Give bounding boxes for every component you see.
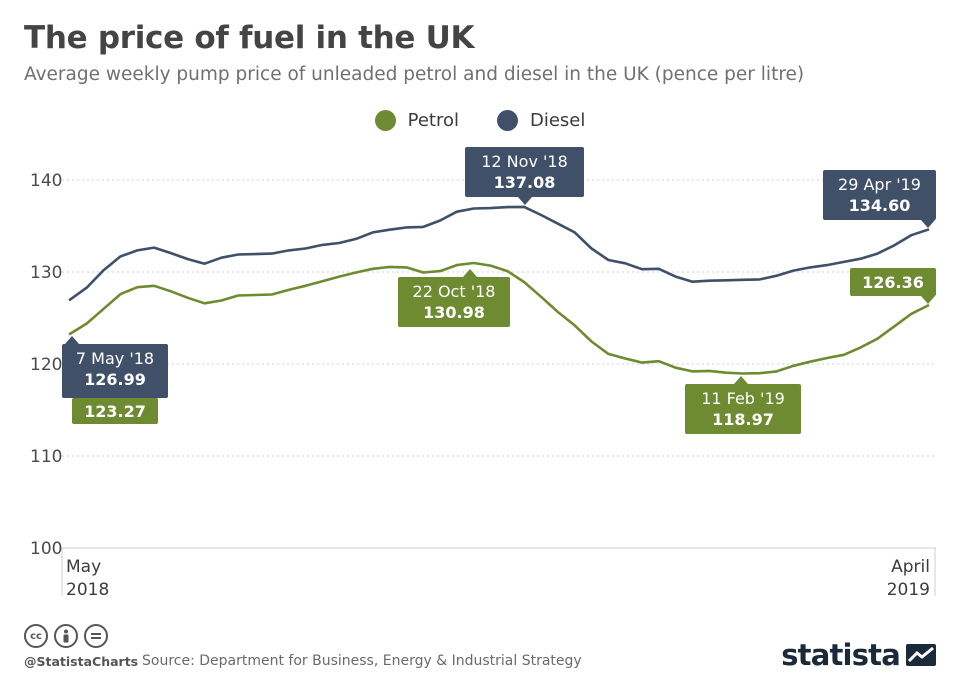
chart-subtitle: Average weekly pump price of unleaded pe… <box>24 64 805 85</box>
no-derivatives-icon <box>84 624 108 648</box>
callout-box <box>823 170 936 220</box>
callout-pointer <box>734 376 748 384</box>
callout-date: 12 Nov '18 <box>481 152 568 171</box>
callout-pointer <box>65 336 79 344</box>
y-tick-label: 100 <box>30 539 62 559</box>
callout-pointer <box>518 197 532 205</box>
chart-title: The price of fuel in the UK <box>24 20 475 56</box>
callout-date: 11 Feb '19 <box>701 389 785 408</box>
y-tick-label: 120 <box>30 355 62 375</box>
callout-box <box>398 277 510 327</box>
x-tick-label-start-year: 2018 <box>66 580 109 600</box>
callout-box <box>72 398 158 424</box>
legend-dot-diesel <box>496 110 518 131</box>
callout-value: 118.97 <box>712 410 774 429</box>
y-tick-label: 140 <box>30 171 62 191</box>
callout-value: 123.27 <box>84 402 146 421</box>
callout-value: 126.36 <box>862 273 924 292</box>
callout-date: 7 May '18 <box>76 349 154 368</box>
callout-pointer <box>463 269 477 277</box>
y-tick-label: 130 <box>30 263 62 283</box>
legend-label-diesel: Diesel <box>529 110 586 131</box>
legend-item-petrol: Petrol <box>374 110 459 131</box>
callout-value: 134.60 <box>849 196 911 215</box>
callout-box <box>465 147 584 197</box>
series-line-petrol <box>68 261 930 375</box>
legend-item-diesel: Diesel <box>496 110 586 131</box>
legend-dot-petrol <box>374 110 396 131</box>
legend-label-petrol: Petrol <box>407 110 459 131</box>
creative-commons-icon: cc <box>24 624 48 648</box>
callout-value: 130.98 <box>423 303 485 322</box>
chart-legend: Petrol Diesel <box>0 110 960 131</box>
x-tick-label-end-year: 2019 <box>887 580 930 600</box>
callout-date: 29 Apr '19 <box>838 175 921 194</box>
brand-name: statista <box>781 638 901 672</box>
source-note: Source: Department for Business, Energy … <box>142 653 582 669</box>
series-line-diesel <box>68 205 930 301</box>
license-icons: cc <box>24 624 108 648</box>
statista-logo-icon <box>906 644 936 666</box>
callout-box <box>685 384 801 434</box>
callout-value: 126.99 <box>84 370 146 389</box>
callout-box <box>850 268 936 296</box>
x-tick-label-end-month: April <box>891 557 930 577</box>
statista-logo: statista <box>781 638 936 672</box>
callout-pointer <box>921 296 935 304</box>
callout-date: 22 Oct '18 <box>413 282 496 301</box>
callout-pointer <box>921 220 935 228</box>
callout-box <box>62 344 168 398</box>
attribution-icon <box>54 624 78 648</box>
x-tick-label-start-month: May <box>66 557 101 577</box>
y-tick-label: 110 <box>30 447 62 467</box>
twitter-handle: @StatistaCharts <box>24 654 139 669</box>
callout-value: 137.08 <box>494 173 556 192</box>
